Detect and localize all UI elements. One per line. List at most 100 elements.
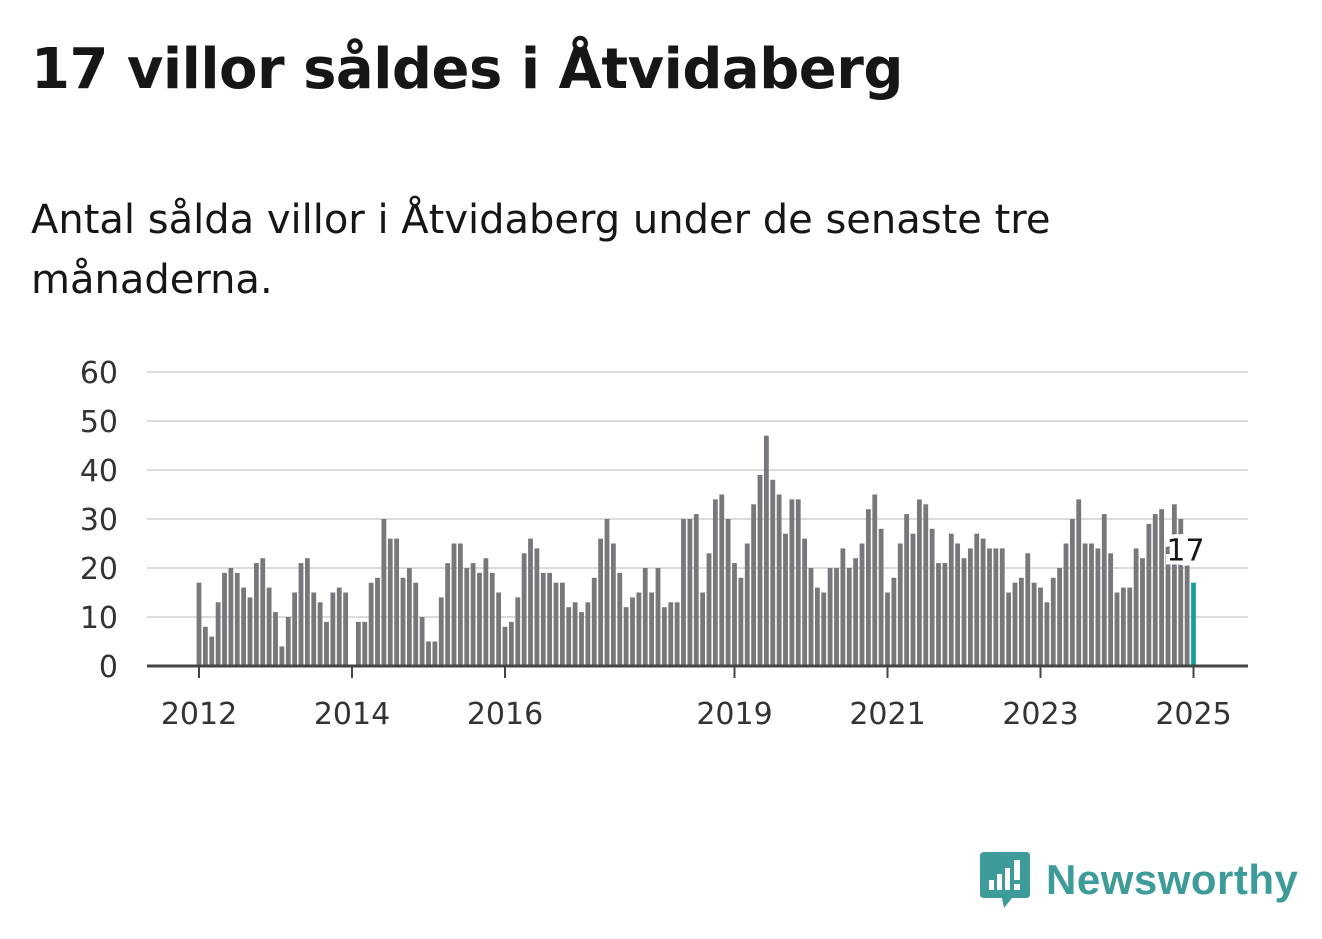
bar: [1159, 509, 1165, 666]
bar: [1025, 553, 1031, 666]
bar: [681, 519, 686, 666]
bar: [891, 577, 897, 666]
bar: [572, 602, 578, 666]
bar: [878, 528, 884, 666]
bar: [993, 548, 999, 666]
bar: [355, 621, 361, 666]
bar: [311, 592, 317, 666]
bar: [508, 621, 514, 666]
bar: [687, 519, 693, 666]
y-tick-label: 0: [99, 650, 118, 685]
chart-subtitle: Antal sålda villor i Åtvidaberg under de…: [31, 197, 1051, 303]
bar: [336, 587, 342, 666]
x-tick-label: 2012: [161, 697, 237, 732]
bar: [1012, 582, 1018, 666]
bar: [247, 597, 253, 666]
y-tick-label: 30: [80, 503, 118, 538]
bar: [770, 479, 776, 666]
bar: [725, 519, 731, 666]
bar: [1082, 543, 1088, 666]
bar: [1184, 558, 1190, 666]
bar: [559, 582, 565, 666]
bar: [502, 626, 508, 666]
bar: [387, 538, 393, 666]
bar: [1095, 548, 1101, 666]
bar: [1050, 577, 1056, 666]
bar: [668, 602, 674, 666]
bar: [317, 602, 323, 666]
bar: [1044, 602, 1050, 666]
bar: [470, 563, 476, 666]
bar: [419, 617, 425, 666]
bar: [808, 568, 814, 666]
bar: [1038, 587, 1043, 666]
bar: [489, 572, 495, 666]
bar: [1089, 543, 1094, 666]
bar: [1108, 553, 1114, 666]
last-value-annotation: 17: [1162, 530, 1208, 573]
bar: [285, 617, 291, 666]
bar: [865, 509, 871, 666]
x-tick-label: 2023: [1002, 697, 1078, 732]
x-axis-ticks: 2012 2014 2016 2019 2021 2023 2025: [161, 666, 1232, 732]
bar: [1031, 582, 1037, 666]
bar: [706, 553, 712, 666]
chart-title: 17 villor såldes i Åtvidaberg: [31, 37, 903, 102]
bar: [802, 538, 808, 666]
bar: [591, 577, 597, 666]
bar: [324, 621, 329, 666]
bar: [1140, 558, 1145, 666]
bar: [304, 558, 310, 666]
bar: [298, 563, 304, 666]
bar: [814, 587, 820, 666]
bar: [540, 572, 546, 666]
bar: [585, 602, 591, 666]
bar: [674, 602, 680, 666]
bar: [1178, 519, 1184, 666]
annotation-halo: [1169, 533, 1202, 566]
bar: [426, 641, 431, 666]
bar: [222, 572, 227, 666]
bars: [196, 435, 1196, 666]
bar: [528, 538, 533, 666]
y-tick-label: 60: [80, 356, 118, 391]
bar: [1101, 514, 1107, 666]
bar: [967, 548, 973, 666]
bar: [636, 592, 642, 666]
x-tick-label: 2014: [314, 697, 390, 732]
bar: [649, 592, 655, 666]
highlighted-bar: [1191, 582, 1196, 666]
bar: [821, 592, 827, 666]
bar: [980, 538, 986, 666]
bar: [834, 568, 839, 666]
bar: [661, 607, 667, 666]
bar: [253, 563, 259, 666]
bar: [999, 548, 1005, 666]
bar: [496, 592, 502, 666]
bar: [598, 538, 604, 666]
bar: [1006, 592, 1012, 666]
y-tick-label: 50: [80, 405, 118, 440]
bar: [368, 582, 374, 666]
bar: [859, 543, 865, 666]
y-tick-label: 40: [80, 454, 118, 489]
bar: [1069, 519, 1075, 666]
bar: [617, 572, 623, 666]
brand-name: Newsworthy: [1046, 856, 1299, 903]
bar: [700, 592, 706, 666]
bar: [776, 494, 782, 666]
bar: [381, 519, 387, 666]
bar: [948, 533, 954, 666]
bar: [464, 568, 470, 666]
bar: [885, 592, 890, 666]
bar: [457, 543, 463, 666]
x-tick-label: 2016: [467, 697, 543, 732]
bar: [432, 641, 438, 666]
bar: [623, 607, 629, 666]
bar: [445, 563, 451, 666]
bar: [961, 558, 967, 666]
bar: [942, 563, 948, 666]
bar: [579, 612, 584, 666]
bar: [929, 528, 935, 666]
bar: [757, 474, 763, 666]
